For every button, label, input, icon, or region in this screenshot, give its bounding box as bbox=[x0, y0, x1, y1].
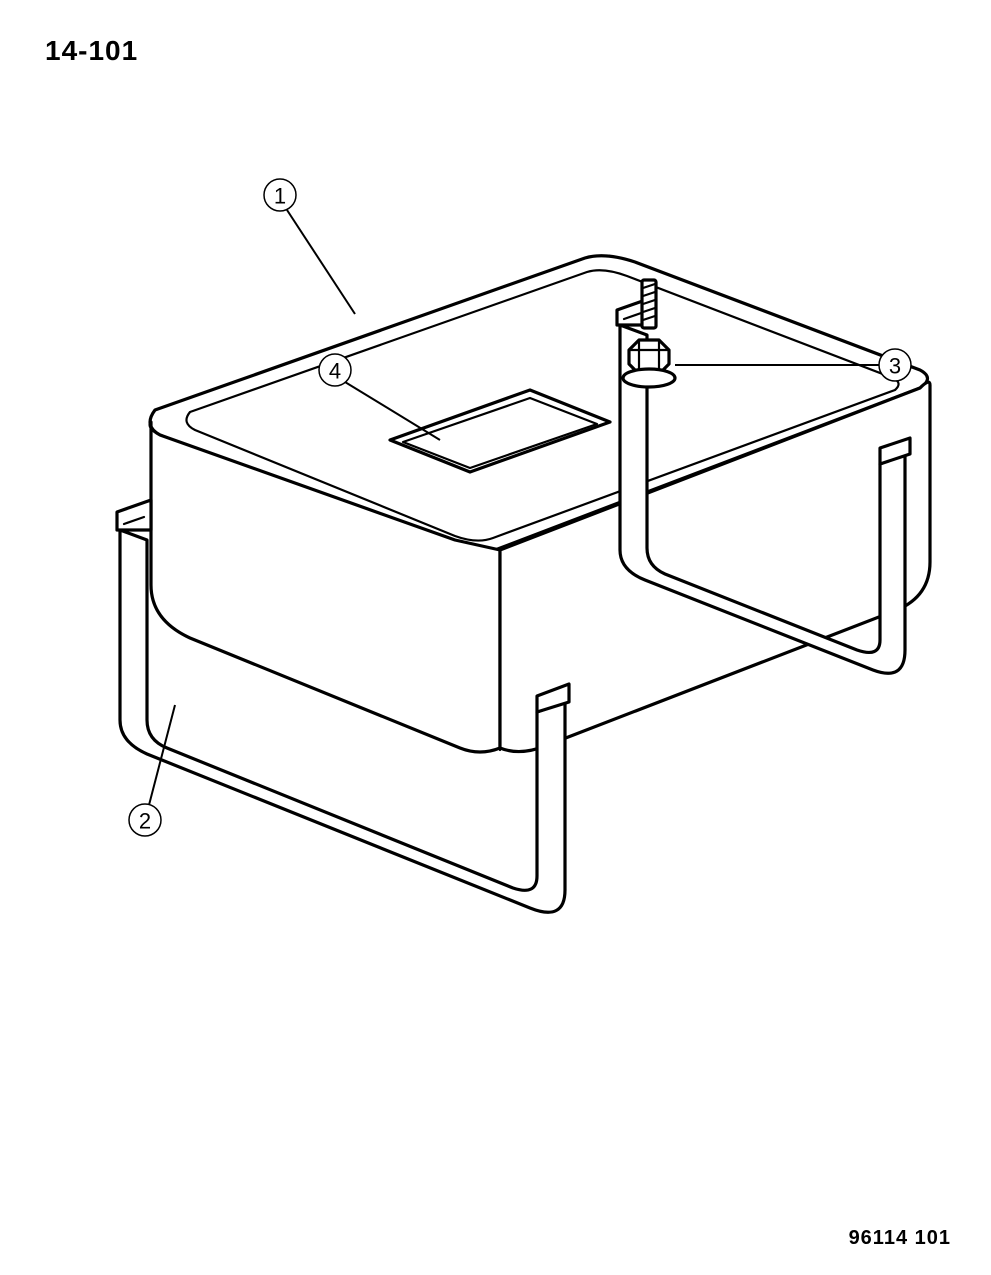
leader-1 bbox=[287, 210, 355, 314]
diagram-svg: 1 4 3 2 bbox=[25, 150, 965, 970]
page-footer: 96114 101 bbox=[849, 1227, 951, 1250]
callout-1-label: 1 bbox=[274, 184, 286, 209]
page-header: 14-101 bbox=[45, 35, 138, 67]
parts-diagram: 1 4 3 2 bbox=[25, 150, 965, 970]
callout-4-label: 4 bbox=[329, 359, 341, 384]
callout-3-label: 3 bbox=[889, 354, 901, 379]
part-fuel-tank bbox=[150, 256, 930, 752]
page: 14-101 bbox=[0, 0, 991, 1275]
callout-2-label: 2 bbox=[139, 809, 151, 834]
